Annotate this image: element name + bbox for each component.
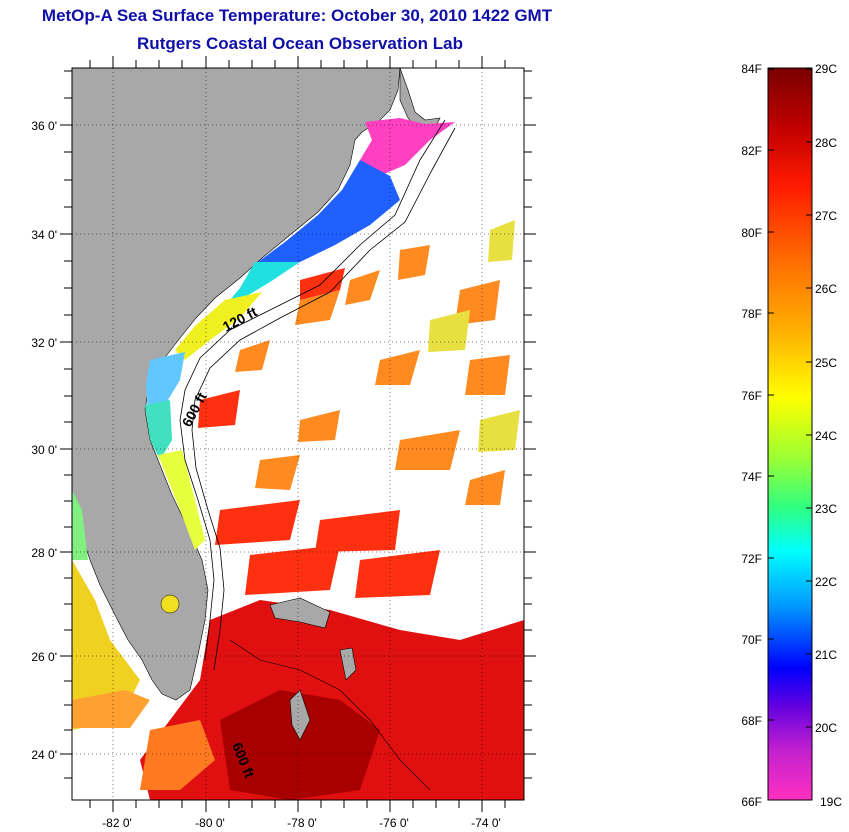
colorbar-f-label: 78F: [741, 307, 762, 321]
land-outer-banks: [399, 68, 441, 131]
title-line-1: MetOp-A Sea Surface Temperature: October…: [41, 6, 553, 25]
lat-tick-marks: [60, 70, 536, 779]
colorbar-c-label: 20C: [815, 721, 837, 735]
map-area: [72, 68, 524, 800]
lon-labels: -82 0' -80 0' -78 0' -76 0' -74 0': [102, 816, 501, 830]
sst-shelf-pink: [360, 118, 455, 178]
sst-shelf-cyan: [225, 262, 300, 306]
colorbar-f-label: 66F: [741, 795, 762, 809]
colorbar-f-label: 70F: [741, 633, 762, 647]
lon-tick-marks: [89, 56, 506, 812]
colorbar-f-label: 74F: [741, 470, 762, 484]
colorbar-c-label: 21C: [815, 648, 837, 662]
colorbar-c-label: 28C: [815, 136, 837, 150]
lat-labels: 36 0' 34 0' 32 0' 30 0' 28 0' 26 0' 24 0…: [31, 119, 57, 762]
sst-south-darkred: [220, 690, 380, 800]
colorbar-f-label: 80F: [741, 226, 762, 240]
colorbar-c-ticks: [806, 68, 812, 728]
colorbar-c-label: 24C: [815, 429, 837, 443]
land-bahamas-1: [269, 597, 331, 629]
sst-offshore-patches: [235, 245, 510, 505]
sst-shelf-blue: [258, 160, 400, 272]
lon-label: -74 0': [471, 816, 501, 830]
sst-gulf-green: [72, 490, 88, 560]
colorbar-f-label: 82F: [741, 144, 762, 158]
lat-label: 24 0': [31, 748, 57, 762]
colorbar-f-labels: 84F 82F 80F 78F 76F 74F 72F 70F 68F 66F: [741, 62, 762, 809]
sst-shelf-yellow: [175, 292, 262, 360]
lon-label: -80 0': [195, 816, 225, 830]
contour-600ft: [191, 127, 456, 671]
lat-label: 32 0': [31, 336, 57, 350]
colorbar-c-label: 23C: [815, 502, 837, 516]
sst-offshore-yellow: [428, 220, 520, 452]
sst-gulf: [72, 560, 140, 730]
colorbar: [767, 67, 813, 801]
colorbar-c-label: 26C: [815, 282, 837, 296]
colorbar-c-label: 25C: [815, 356, 837, 370]
colorbar-c-label: 19C: [820, 795, 842, 809]
colorbar-f-label: 84F: [741, 62, 762, 76]
colorbar-f-label: 76F: [741, 389, 762, 403]
land-bahamas-2: [289, 689, 311, 741]
lon-label: -82 0': [102, 816, 132, 830]
contour-120ft: [179, 119, 446, 661]
lat-label: 26 0': [31, 650, 57, 664]
sst-shelf-lightblue: [146, 352, 185, 412]
lake-okeechobee: [160, 594, 180, 614]
lon-label: -76 0': [379, 816, 409, 830]
colorbar-c-labels: 29C 28C 27C 26C 25C 24C 23C 22C 21C 20C …: [815, 62, 842, 809]
sst-south-orange: [140, 720, 215, 790]
sst-shelf-cyan2: [145, 400, 172, 460]
lat-label: 28 0': [31, 546, 57, 560]
lat-label: 36 0': [31, 119, 57, 133]
sst-gulf-orange: [72, 690, 150, 728]
sst-offshore-red: [198, 268, 440, 598]
colorbar-f-label: 72F: [741, 552, 762, 566]
colorbar-c-label: 22C: [815, 575, 837, 589]
colorbar-c-label: 27C: [815, 209, 837, 223]
colorbar-f-label: 68F: [741, 714, 762, 728]
contour-south: [229, 639, 431, 791]
colorbar-c-label: 29C: [815, 62, 837, 76]
lon-label: -78 0': [287, 816, 317, 830]
lat-label: 34 0': [31, 228, 57, 242]
title-line-2: Rutgers Coastal Ocean Observation Lab: [137, 34, 463, 53]
colorbar-f-ticks: [768, 68, 774, 721]
lat-label: 30 0': [31, 443, 57, 457]
sst-shelf-yellow2: [158, 450, 205, 550]
map-grid: [72, 68, 524, 800]
